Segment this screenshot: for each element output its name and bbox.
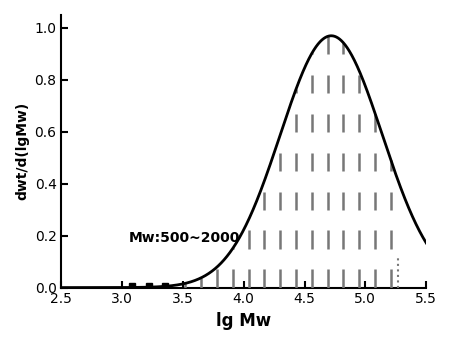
Y-axis label: dwt/d(lgMw): dwt/d(lgMw)	[15, 102, 29, 200]
Text: Mw:500~2000: Mw:500~2000	[128, 231, 239, 245]
X-axis label: lg Mw: lg Mw	[216, 312, 271, 330]
